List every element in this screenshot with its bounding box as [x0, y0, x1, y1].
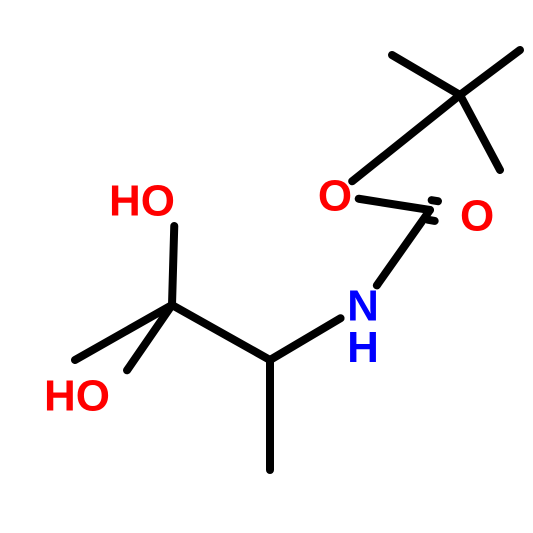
bond: [460, 50, 520, 95]
atom-O: O: [460, 191, 494, 240]
bond: [172, 305, 270, 360]
atom-H: H: [347, 323, 379, 372]
bond: [432, 200, 438, 201]
bond: [359, 199, 430, 210]
bond: [270, 318, 341, 360]
bond: [352, 95, 460, 181]
bond: [460, 95, 500, 170]
atom-O: HO: [44, 371, 110, 420]
bond: [172, 226, 174, 305]
bond: [392, 55, 460, 95]
bond: [377, 210, 430, 285]
atom-O: O: [318, 171, 352, 220]
atom-O: HO: [109, 176, 175, 225]
bond: [428, 220, 434, 221]
molecule-diagram: HOHONHOO: [0, 0, 533, 533]
